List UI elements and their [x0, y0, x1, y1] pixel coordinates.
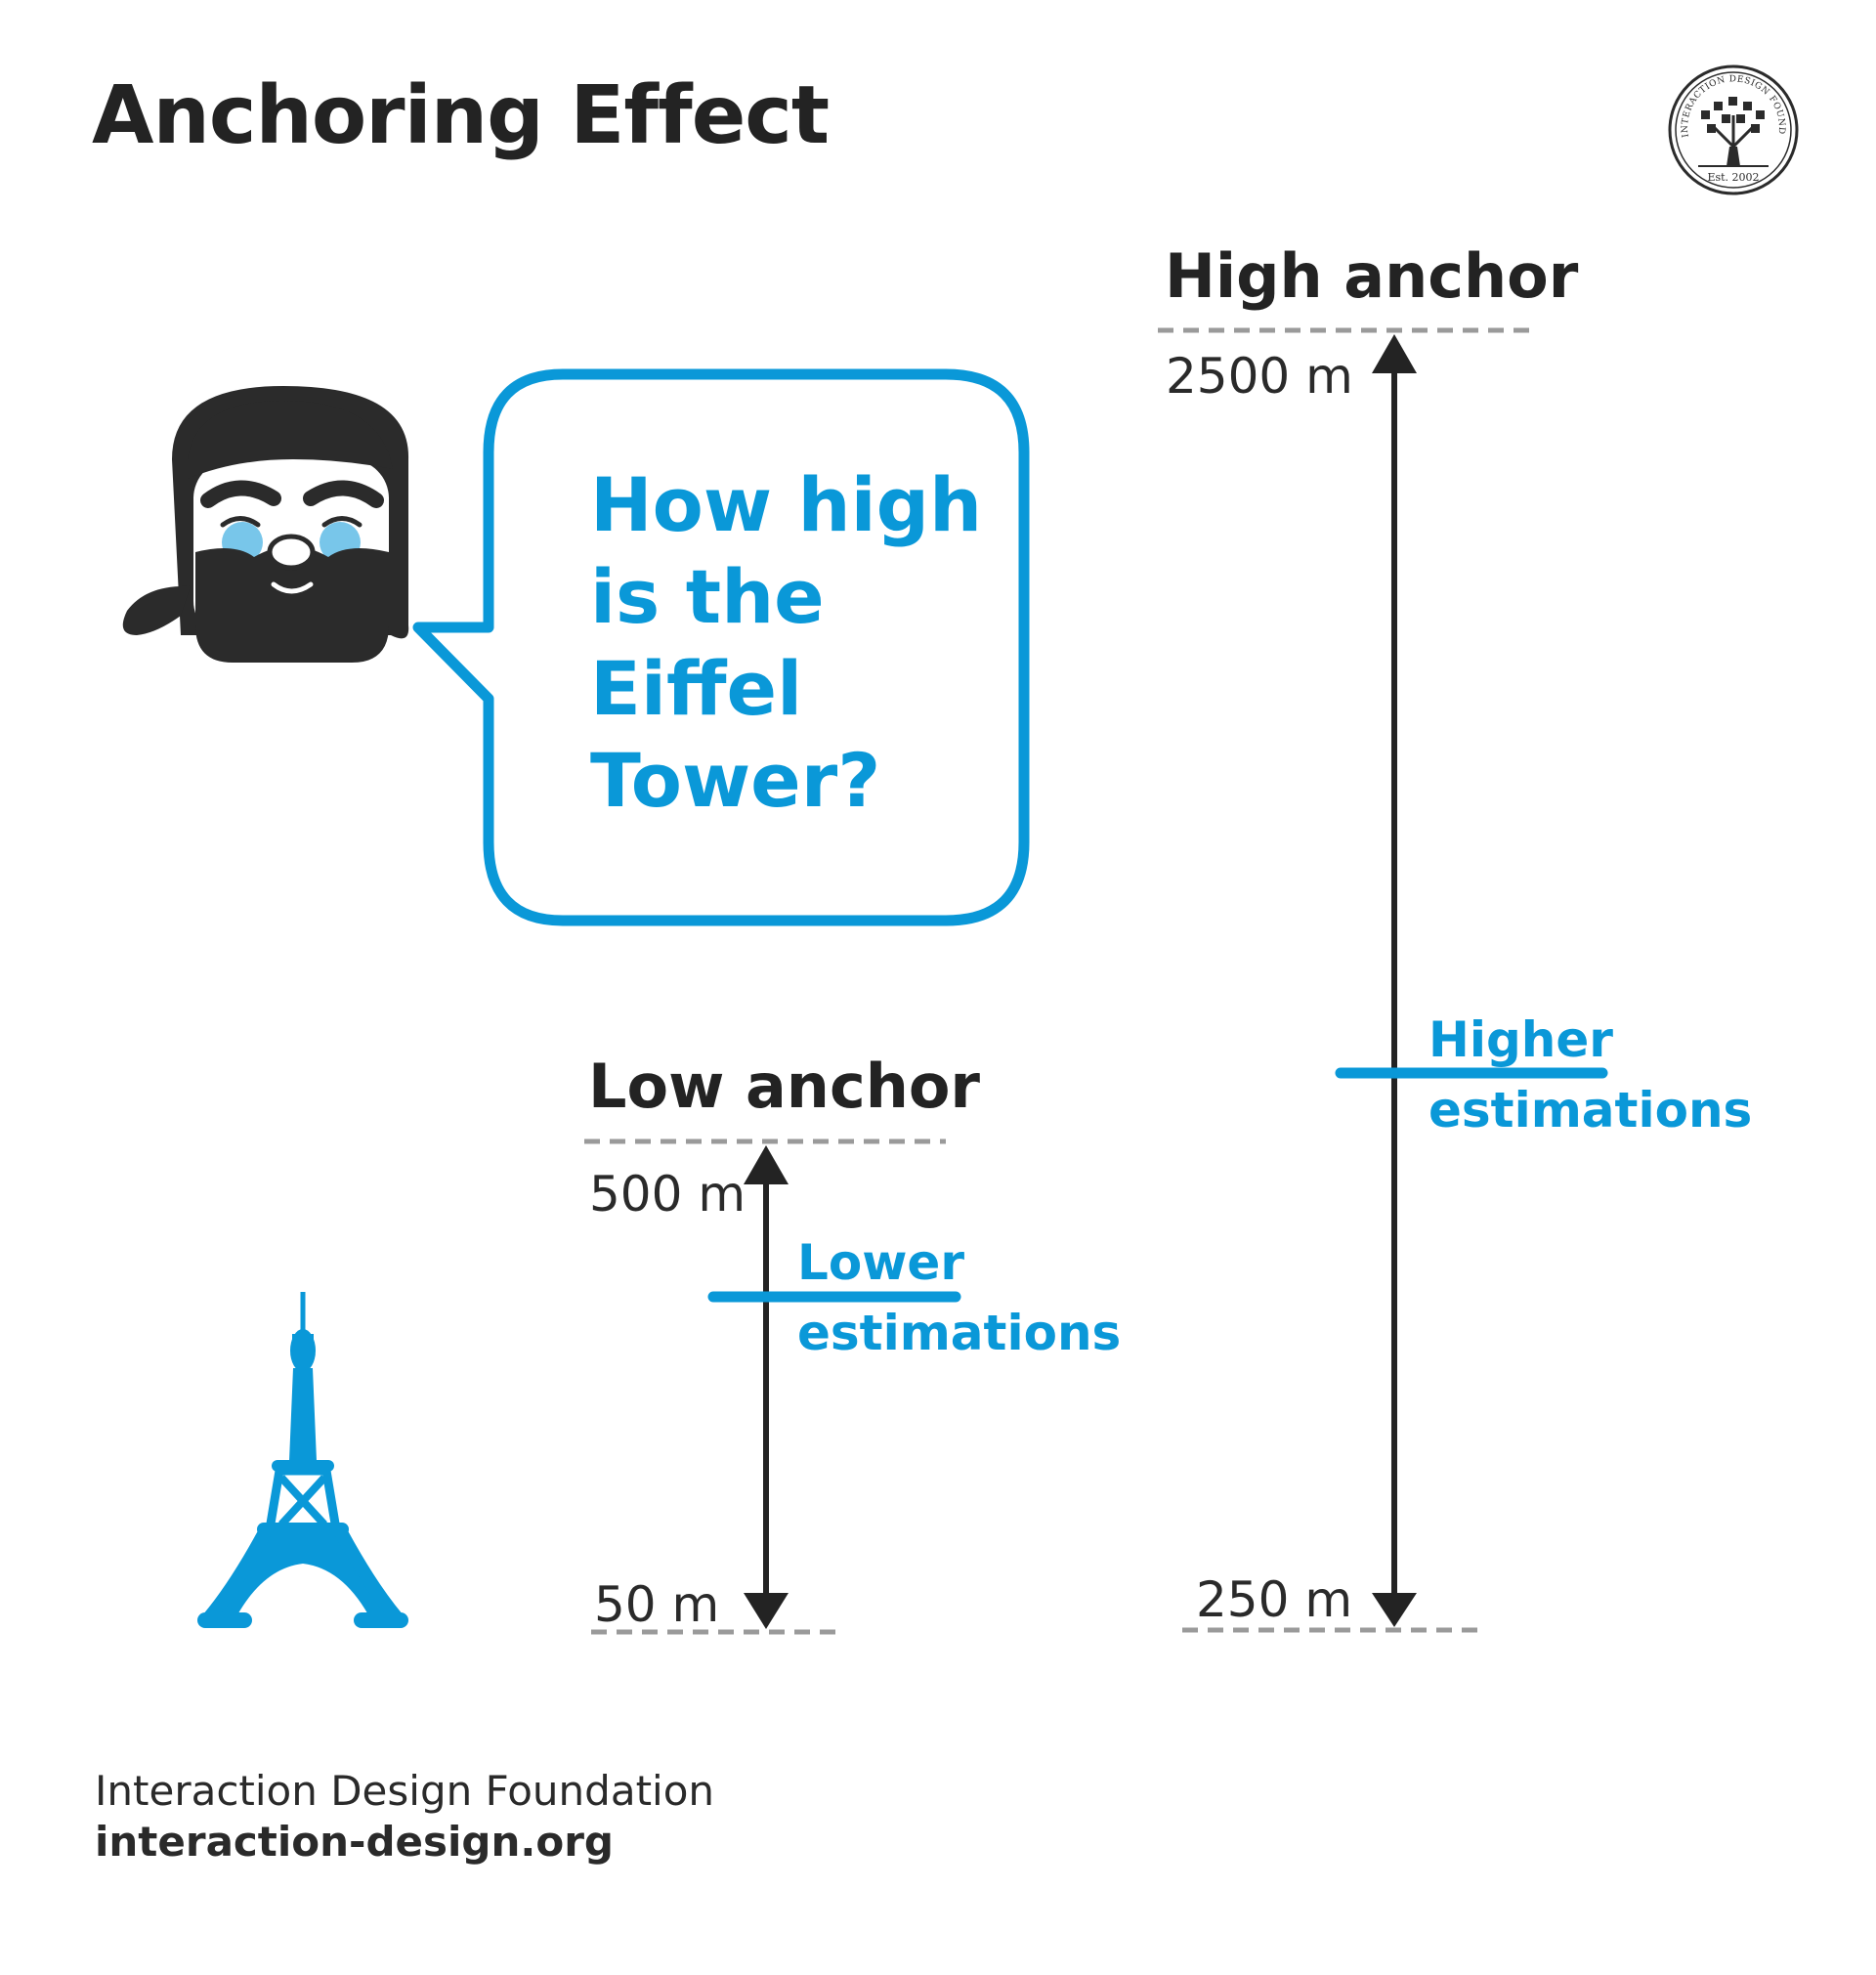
question-line: How high [590, 461, 983, 548]
high-anchor-label: High anchor [1165, 240, 1579, 312]
low-anchor-up-arrow [744, 1145, 789, 1184]
question-line: Eiffel [590, 645, 803, 732]
footer-org-name: Interaction Design Foundation [95, 1767, 715, 1815]
eiffel-tower-icon [197, 1292, 408, 1628]
low-anchor-top-value: 500 m [589, 1166, 746, 1223]
high-anchor-top-value: 2500 m [1166, 348, 1353, 405]
question-line: is the [590, 553, 825, 640]
high-anchor-bottom-value: 250 m [1196, 1571, 1353, 1628]
low-anchor-bottom-value: 50 m [594, 1576, 720, 1633]
speech-bubble-question: How high is the Eiffel Tower? [590, 459, 1001, 827]
speech-bubble [412, 368, 1030, 926]
estimate-line: Lower [797, 1234, 964, 1291]
page-title: Anchoring Effect [92, 69, 830, 162]
higher-estimations-label: Higher estimations [1428, 1005, 1752, 1145]
estimate-line: Higher [1428, 1011, 1613, 1068]
bearded-man-icon [122, 386, 409, 663]
high-anchor-down-arrow [1372, 1593, 1417, 1627]
estimate-line: estimations [1428, 1082, 1753, 1138]
low-anchor-down-arrow [744, 1593, 789, 1629]
high-anchor-up-arrow [1372, 334, 1417, 373]
footer-site-link[interactable]: interaction-design.org [95, 1818, 614, 1866]
low-anchor-label: Low anchor [588, 1051, 981, 1122]
lower-estimations-label: Lower estimations [797, 1227, 1121, 1368]
logo-est-text: Est. 2002 [1707, 171, 1759, 184]
estimate-line: estimations [797, 1305, 1122, 1361]
question-line: Tower? [590, 737, 881, 824]
